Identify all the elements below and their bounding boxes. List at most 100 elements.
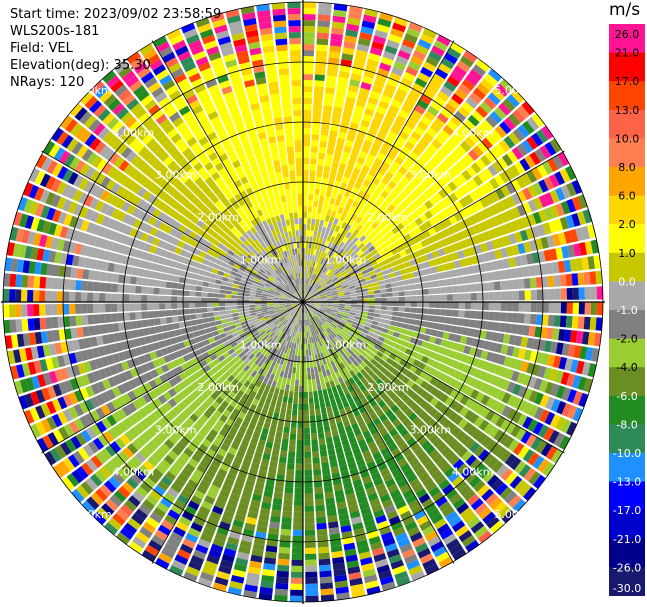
velocity-gate [542, 161, 554, 175]
velocity-gate [303, 385, 308, 392]
velocity-gate [265, 478, 275, 486]
velocity-gate [512, 302, 519, 312]
velocity-gate [505, 246, 514, 257]
velocity-gate [384, 542, 398, 553]
velocity-gate [548, 174, 560, 188]
velocity-gate [105, 293, 112, 302]
velocity-gate [374, 309, 381, 314]
velocity-gate [412, 250, 421, 259]
velocity-gate [300, 319, 303, 326]
velocity-gate [308, 304, 315, 307]
velocity-gate [303, 92, 313, 99]
velocity-gate [304, 499, 314, 506]
velocity-gate [338, 227, 345, 235]
velocity-gate [383, 323, 390, 330]
velocity-gate [171, 303, 178, 309]
velocity-gate [366, 283, 374, 288]
velocity-gate [340, 470, 350, 478]
velocity-gate [340, 268, 347, 274]
velocity-gate [330, 124, 339, 132]
velocity-gate [405, 156, 416, 166]
velocity-gate [426, 252, 434, 261]
velocity-gate [503, 356, 512, 367]
velocity-gate [270, 399, 277, 407]
velocity-gate [418, 493, 431, 504]
velocity-gate [514, 359, 524, 371]
velocity-gate [348, 226, 356, 234]
velocity-gate [190, 522, 203, 533]
velocity-gate [239, 540, 252, 549]
velocity-gate [508, 132, 521, 145]
velocity-gate [244, 414, 252, 423]
velocity-gate [321, 208, 328, 215]
velocity-gate [376, 351, 384, 358]
velocity-gate [548, 288, 555, 300]
velocity-gate [386, 457, 396, 467]
velocity-gate [421, 179, 432, 189]
velocity-gate [137, 268, 145, 277]
velocity-gate [324, 196, 331, 204]
velocity-gate [344, 548, 357, 557]
velocity-gate [287, 372, 292, 379]
velocity-gate [325, 227, 331, 235]
velocity-gate [195, 291, 202, 297]
velocity-gate [279, 540, 291, 548]
velocity-gate [241, 393, 249, 401]
velocity-gate [327, 374, 334, 382]
velocity-gate [422, 308, 429, 315]
velocity-gate [547, 275, 555, 288]
velocity-gate [304, 307, 307, 314]
velocity-gate [285, 475, 294, 482]
velocity-gate [225, 306, 232, 311]
velocity-gate [367, 226, 375, 234]
velocity-gate [318, 346, 323, 354]
velocity-gate [444, 375, 453, 385]
velocity-gate [514, 460, 527, 474]
velocity-gate [439, 316, 447, 324]
velocity-gate [341, 414, 349, 422]
velocity-gate [382, 274, 390, 280]
velocity-gate [344, 139, 354, 148]
velocity-gate [159, 295, 166, 302]
velocity-gate [329, 533, 341, 541]
velocity-gate [363, 249, 371, 256]
velocity-gate [282, 396, 288, 403]
velocity-gate [281, 364, 286, 372]
velocity-gate [337, 342, 344, 349]
velocity-gate [365, 354, 373, 362]
velocity-gate [289, 439, 296, 446]
velocity-gate [299, 367, 303, 374]
velocity-gate [415, 283, 423, 290]
velocity-gate [397, 458, 408, 468]
velocity-gate [349, 272, 357, 278]
velocity-gate [357, 275, 365, 280]
velocity-gate [303, 38, 315, 45]
velocity-gate [348, 504, 359, 513]
velocity-gate [257, 367, 264, 375]
velocity-gate [336, 137, 346, 146]
velocity-gate [384, 156, 394, 166]
velocity-gate [478, 221, 488, 232]
velocity-gate [486, 272, 494, 281]
velocity-gate [548, 220, 558, 234]
velocity-gate [449, 493, 462, 505]
velocity-gate [303, 134, 311, 141]
velocity-gate [449, 543, 464, 556]
velocity-gate [444, 450, 456, 462]
velocity-gate [305, 589, 319, 596]
velocity-gate [411, 331, 419, 339]
velocity-gate [326, 184, 334, 192]
velocity-gate [539, 379, 549, 393]
velocity-gate [548, 430, 560, 444]
velocity-gate [502, 153, 514, 167]
velocity-gate [259, 464, 269, 473]
velocity-gate [424, 210, 434, 220]
velocity-gate [454, 403, 464, 414]
velocity-gate [352, 367, 360, 375]
velocity-gate [336, 421, 344, 430]
velocity-gate [544, 381, 555, 395]
velocity-gate [290, 589, 303, 596]
velocity-gate [404, 554, 418, 565]
velocity-gate [479, 209, 489, 220]
velocity-gate [246, 572, 260, 581]
